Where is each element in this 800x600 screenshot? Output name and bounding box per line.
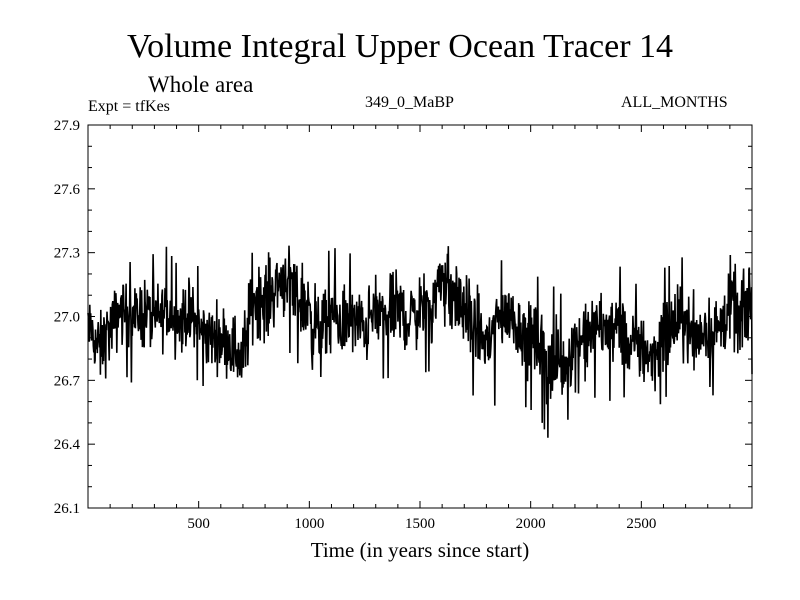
y-axis-ticks: 26.1 26.4 26.7 27.0 27.3 27.6 27.9: [54, 118, 752, 517]
y-tick-label: 27.6: [54, 182, 81, 198]
chart-subtitle: Whole area: [148, 72, 254, 97]
y-tick-label: 26.1: [54, 501, 80, 517]
y-tick-label: 26.7: [54, 373, 81, 389]
y-tick-label: 27.9: [54, 118, 80, 134]
x-tick-label: 500: [187, 516, 210, 532]
x-tick-label: 1000: [294, 516, 324, 532]
y-tick-label: 27.3: [54, 246, 80, 262]
months-label: ALL_MONTHS: [621, 94, 728, 111]
series-line: [87, 245, 753, 438]
experiment-label: Expt = tfKes: [88, 98, 170, 115]
y-tick-label: 26.4: [54, 437, 81, 453]
x-tick-label: 2500: [626, 516, 656, 532]
x-tick-label: 2000: [516, 516, 546, 532]
series-layer: [87, 245, 753, 438]
run-label: 349_0_MaBP: [365, 94, 454, 111]
x-axis-label: Time (in years since start): [310, 538, 530, 562]
x-axis-ticks: 500 1000 1500 2000 2500: [109, 125, 731, 532]
y-tick-label: 27.0: [54, 310, 80, 326]
chart-title: Volume Integral Upper Ocean Tracer 14: [126, 28, 674, 65]
x-tick-label: 1500: [405, 516, 435, 532]
